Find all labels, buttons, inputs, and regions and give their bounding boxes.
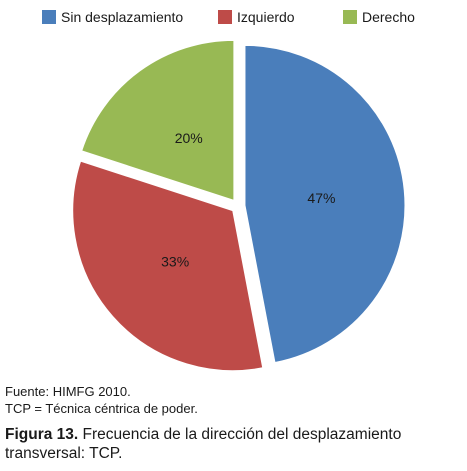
legend-label-sin-desplazamiento: Sin desplazamiento xyxy=(61,9,184,25)
legend-item-izquierdo: Izquierdo xyxy=(218,7,295,27)
figure-caption: Figura 13. Frecuencia de la dirección de… xyxy=(5,425,465,463)
data-label-izquierdo: 33% xyxy=(161,253,189,269)
figure-caption-text: Frecuencia de la dirección del desplazam… xyxy=(5,426,402,462)
legend-label-derecho: Derecho xyxy=(362,9,415,25)
data-label-derecho: 20% xyxy=(175,130,203,146)
data-label-sin-desplazamiento: 47% xyxy=(307,190,335,206)
pie-chart: 47% 33% 20% xyxy=(72,39,406,372)
pie-slice-derecho xyxy=(81,39,235,202)
abbreviation-note: TCP = Técnica céntrica de poder. xyxy=(5,401,198,416)
figure-caption-label: Figura 13. xyxy=(5,426,79,443)
legend-swatch-izquierdo xyxy=(218,10,232,24)
legend-swatch-derecho xyxy=(343,10,357,24)
legend-label-izquierdo: Izquierdo xyxy=(237,9,295,25)
chart-legend: Sin desplazamiento Izquierdo Derecho xyxy=(0,7,467,27)
legend-swatch-sin-desplazamiento xyxy=(42,10,56,24)
figure-notes: Fuente: HIMFG 2010. TCP = Técnica céntri… xyxy=(5,383,198,417)
pie-slice-izquierdo xyxy=(72,160,264,372)
pie-slice-sin-desplazamiento xyxy=(244,44,406,364)
source-note: Fuente: HIMFG 2010. xyxy=(5,384,131,399)
legend-item-sin-desplazamiento: Sin desplazamiento xyxy=(42,7,183,27)
legend-item-derecho: Derecho xyxy=(343,7,415,27)
